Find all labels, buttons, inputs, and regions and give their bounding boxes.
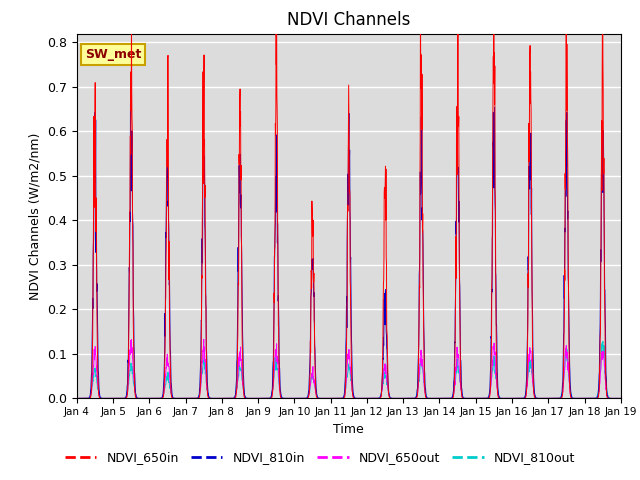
Legend: NDVI_650in, NDVI_810in, NDVI_650out, NDVI_810out: NDVI_650in, NDVI_810in, NDVI_650out, NDV… — [60, 446, 580, 469]
X-axis label: Time: Time — [333, 423, 364, 436]
Y-axis label: NDVI Channels (W/m2/nm): NDVI Channels (W/m2/nm) — [29, 132, 42, 300]
Text: SW_met: SW_met — [85, 48, 141, 61]
Title: NDVI Channels: NDVI Channels — [287, 11, 410, 29]
